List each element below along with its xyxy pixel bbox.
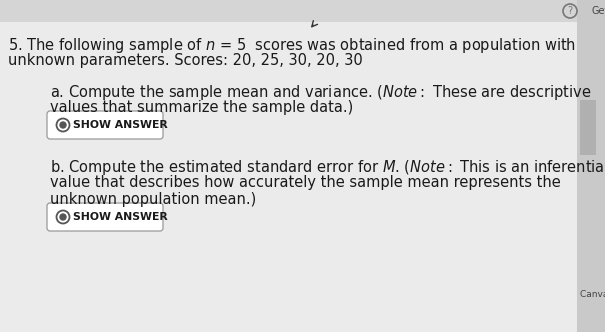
FancyBboxPatch shape [47, 111, 163, 139]
Text: ?: ? [567, 6, 572, 16]
Text: Get: Get [591, 6, 605, 16]
Text: a. Compute the sample mean and variance. ($\mathit{Note:}$ These are descriptive: a. Compute the sample mean and variance.… [50, 83, 591, 102]
Text: unknown population mean.): unknown population mean.) [50, 192, 257, 207]
FancyBboxPatch shape [47, 203, 163, 231]
FancyBboxPatch shape [0, 0, 605, 22]
Text: 5. The following sample of $n$ = 5  scores was obtained from a population with: 5. The following sample of $n$ = 5 score… [8, 36, 576, 55]
Text: SHOW ANSWER: SHOW ANSWER [73, 120, 168, 130]
FancyBboxPatch shape [580, 100, 596, 155]
Text: SHOW ANSWER: SHOW ANSWER [73, 212, 168, 222]
Text: Canvas a: Canvas a [580, 290, 605, 299]
Circle shape [60, 122, 66, 128]
Text: unknown parameters. Scores: 20, 25, 30, 20, 30: unknown parameters. Scores: 20, 25, 30, … [8, 53, 363, 68]
Circle shape [60, 214, 66, 220]
Text: value that describes how accurately the sample mean represents the: value that describes how accurately the … [50, 175, 561, 190]
Text: values that summarize the sample data.): values that summarize the sample data.) [50, 100, 353, 115]
Text: b. Compute the estimated standard error for $M$. ($\mathit{Note:}$ This is an in: b. Compute the estimated standard error … [50, 158, 605, 177]
FancyBboxPatch shape [577, 0, 605, 332]
